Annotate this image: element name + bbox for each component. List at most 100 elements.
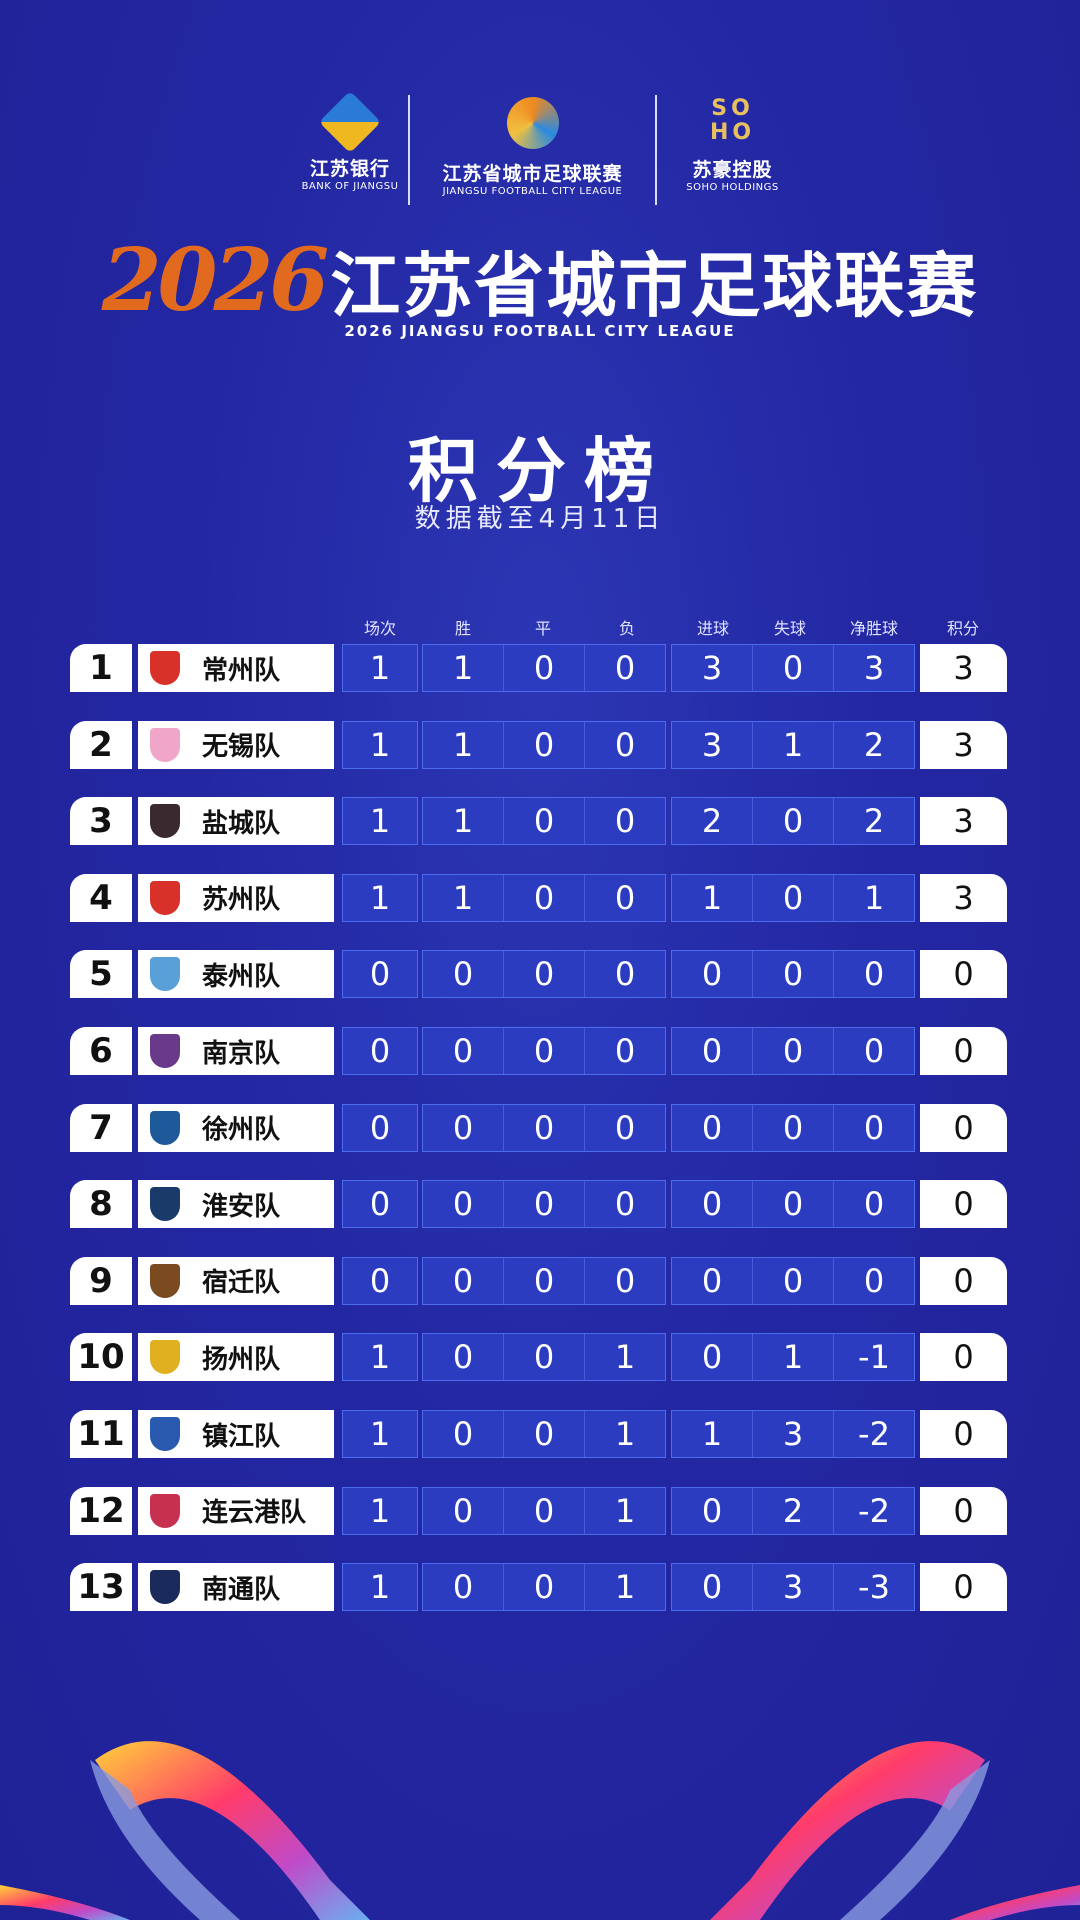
team-name: 苏州队 (202, 885, 281, 916)
stat-goal-difference: 2 (833, 798, 914, 845)
rank: 10 (70, 1333, 132, 1382)
points: 0 (920, 1103, 1007, 1152)
team-crest-icon (150, 1340, 180, 1375)
stat-played: 1 (369, 878, 391, 917)
stat-wins: 0 (452, 1261, 474, 1300)
table-row: 1 常州队 1 1 0 0 3 0 3 3 (0, 644, 1080, 692)
team-cell: 淮安队 (138, 1180, 334, 1229)
team-crest-icon (150, 880, 180, 915)
team-cell: 苏州队 (138, 873, 334, 922)
played-box: 1 (342, 720, 418, 769)
sponsor-en: BANK OF JIANGSU (301, 181, 399, 192)
table-row: 13 南通队 1 0 0 1 0 3 -3 0 (0, 1563, 1080, 1612)
team-cell: 镇江队 (138, 1410, 334, 1458)
sponsor-bar: 江苏银行 BANK OF JIANGSU 江苏省城市足球联赛 JIANGSU F… (0, 90, 1080, 205)
points: 0 (920, 1256, 1007, 1305)
stat-goals-for: 0 (701, 1568, 723, 1607)
table-row: 9 宿迁队 0 0 0 0 0 0 0 0 (0, 1256, 1080, 1305)
stat-goals-against: 0 (752, 951, 833, 998)
stat-goal-difference: -3 (833, 1564, 914, 1611)
stat-draws: 0 (503, 1104, 584, 1151)
stat-goals-for: 0 (701, 1491, 723, 1530)
team-cell: 连云港队 (138, 1486, 334, 1535)
stat-goals-against: 0 (752, 798, 833, 845)
goals-box: 0 0 0 (671, 1256, 915, 1305)
goals-box: 0 1 -1 (671, 1333, 915, 1382)
played-box: 1 (342, 1486, 418, 1535)
stat-played: 0 (369, 1108, 391, 1147)
stat-goals-against: 0 (752, 1028, 833, 1074)
played-box: 1 (342, 644, 418, 692)
stat-goals-for: 0 (701, 1108, 723, 1147)
stat-played: 0 (369, 1185, 391, 1224)
team-cell: 宿迁队 (138, 1256, 334, 1305)
stat-goal-difference: -1 (833, 1334, 914, 1381)
divider (408, 95, 410, 205)
stat-wins: 0 (452, 1338, 474, 1377)
column-header: 胜 (454, 619, 472, 638)
table-row: 3 盐城队 1 1 0 0 2 0 2 3 (0, 797, 1080, 846)
stat-losses: 0 (584, 1181, 665, 1228)
stat-losses: 0 (584, 1104, 665, 1151)
table-row: 5 泰州队 0 0 0 0 0 0 0 0 (0, 950, 1080, 999)
stat-goals-against: 1 (752, 1334, 833, 1381)
stat-goal-difference: 0 (833, 1257, 914, 1304)
rank: 13 (70, 1563, 132, 1612)
soho-mark: SOHO (709, 96, 756, 145)
title-subtitle: 2026 JIANGSU FOOTBALL CITY LEAGUE (344, 322, 736, 340)
stat-draws: 0 (503, 798, 584, 845)
bank-logo-icon (318, 90, 382, 154)
points: 0 (920, 1486, 1007, 1535)
stat-played: 0 (369, 955, 391, 994)
team-name: 南通队 (202, 1574, 281, 1605)
stat-losses: 0 (584, 645, 665, 691)
team-cell: 常州队 (138, 644, 334, 692)
team-cell: 盐城队 (138, 797, 334, 846)
ribbon-decoration (0, 1741, 1080, 1920)
stat-losses: 1 (584, 1411, 665, 1457)
column-header: 失球 (773, 619, 807, 638)
goals-box: 0 0 0 (671, 950, 915, 999)
stat-wins: 1 (452, 725, 474, 764)
played-box: 1 (342, 1410, 418, 1458)
stat-goals-against: 0 (752, 874, 833, 921)
stat-goals-for: 2 (701, 802, 723, 841)
points: 0 (920, 1410, 1007, 1458)
points: 3 (920, 797, 1007, 846)
team-cell: 南通队 (138, 1563, 334, 1612)
stat-draws: 0 (503, 1334, 584, 1381)
goals-box: 2 0 2 (671, 797, 915, 846)
stat-losses: 0 (584, 951, 665, 998)
team-cell: 徐州队 (138, 1103, 334, 1152)
points: 0 (920, 1027, 1007, 1075)
stat-draws: 0 (503, 1487, 584, 1534)
played-box: 1 (342, 873, 418, 922)
record-box: 1 0 0 (422, 644, 666, 692)
team-crest-icon (150, 1187, 180, 1222)
stat-losses: 0 (584, 721, 665, 768)
stat-goals-against: 3 (752, 1564, 833, 1611)
stat-goals-for: 1 (701, 1415, 723, 1453)
divider (655, 95, 657, 205)
team-crest-icon (150, 1034, 180, 1068)
stat-goals-for: 1 (701, 878, 723, 917)
goals-box: 0 0 0 (671, 1027, 915, 1075)
stat-goals-for: 0 (701, 1032, 723, 1070)
bank-of-jiangsu-logo: 江苏银行 BANK OF JIANGSU (285, 90, 415, 192)
stat-played: 1 (369, 1491, 391, 1530)
stat-draws: 0 (503, 1564, 584, 1611)
sponsor-en: JIANGSU FOOTBALL CITY LEAGUE (442, 186, 623, 197)
stat-played: 1 (369, 1338, 391, 1377)
main-title: 2026 江苏省城市足球联赛 (0, 230, 1080, 331)
stat-wins: 1 (452, 878, 474, 917)
stat-losses: 1 (584, 1334, 665, 1381)
stat-goal-difference: 1 (833, 874, 914, 921)
stat-goal-difference: -2 (833, 1487, 914, 1534)
stat-draws: 0 (503, 1411, 584, 1457)
stat-losses: 1 (584, 1564, 665, 1611)
team-name: 扬州队 (202, 1344, 281, 1375)
goals-box: 3 1 2 (671, 720, 915, 769)
record-box: 1 0 0 (422, 720, 666, 769)
stat-draws: 0 (503, 1181, 584, 1228)
stat-wins: 0 (452, 1491, 474, 1530)
